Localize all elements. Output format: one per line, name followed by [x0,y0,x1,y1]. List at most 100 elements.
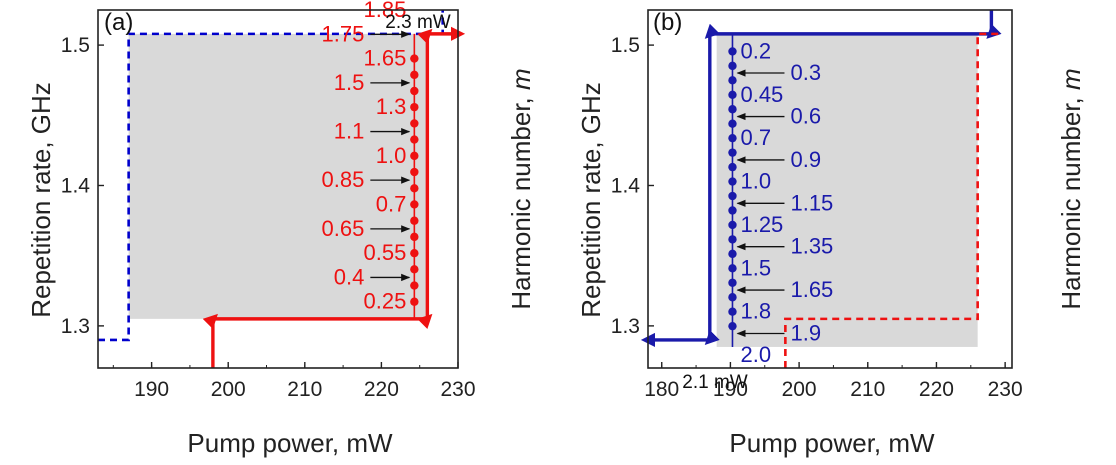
series-line [202,26,466,368]
data-point [410,200,419,209]
data-point [728,90,737,99]
panel-a-ylabel: Repetition rate, GHz [26,82,56,318]
y-tick-label: 1.5 [611,34,640,57]
x-tick-label: 220 [919,378,954,401]
data-point [410,216,419,225]
point-label: 0.25 [364,289,407,314]
point-label: 1.35 [790,234,833,259]
data-point [728,220,737,230]
data-point [728,307,737,316]
point-label: 1.65 [790,277,833,302]
y2-axis-label: Harmonic number, m [1056,68,1086,309]
point-label: 1.75 [322,21,365,46]
plot-frame [97,9,459,369]
point-label: 1.85 [364,0,407,22]
data-point [410,119,419,128]
point-label: 0.3 [790,60,821,85]
point-label: 1.9 [790,320,821,345]
x-tick-label: 230 [988,378,1023,401]
x-tick-label: 200 [782,378,817,401]
chart-panel-a: 0.250.40.550.650.70.851.01.11.31.51.651.… [61,0,536,401]
point-label: 1.25 [740,212,783,237]
series-line [784,32,999,368]
data-point [410,135,419,144]
panel-letter: (a) [104,9,133,36]
data-point [410,232,419,242]
data-point [410,86,419,96]
data-point [728,278,737,287]
point-label: 0.85 [322,167,365,192]
data-point [410,70,419,80]
data-point [728,133,737,143]
data-point [410,297,419,306]
power-annotation: 2.1 mW [682,372,748,393]
point-label: 0.2 [740,38,771,63]
x-tick-label: 190 [134,378,169,401]
point-label: 0.55 [364,240,407,265]
y-tick-label: 1.3 [61,315,90,338]
data-point [728,119,737,128]
point-label: 1.0 [740,169,771,194]
data-point [728,61,737,71]
data-point [410,265,419,274]
x-tick-label: 220 [364,378,399,401]
data-point [410,151,419,161]
data-point [728,148,737,157]
panel-a-xlabel: Pump power, mW [187,428,393,458]
point-label: 0.45 [740,82,783,107]
series-line [640,10,1002,348]
x-tick-label: 230 [440,378,475,401]
data-point [410,281,419,290]
chart-panel-b: 0.2 0.3 0.45 0.6 0.7 0.9 1.0 1.15 1.25 1.35 1.5 1.6… [611,9,1086,401]
x-tick-label: 180 [644,378,679,401]
data-point [728,249,737,259]
plot-frame [647,9,1013,369]
point-label: 0.4 [334,264,365,289]
data-point [410,167,419,177]
data-point [728,177,737,186]
y-tick-label: 1.4 [61,174,91,197]
shaded-region [128,33,428,319]
point-label: 0.6 [790,104,821,129]
data-point [728,76,737,85]
point-label: 1.5 [334,70,365,95]
data-point [728,47,737,56]
point-label: 1.1 [334,119,365,144]
point-label: 2.0 [740,342,771,367]
data-point [728,264,737,273]
point-label: 1.65 [364,46,407,71]
data-point [410,102,419,112]
x-tick-label: 200 [211,378,246,401]
series-line [98,10,444,342]
x-tick-label: 210 [850,378,885,401]
panel-b-ylabel: Repetition rate, GHz [576,82,606,318]
data-point [728,206,737,215]
point-label: 1.15 [790,190,833,215]
y-tick-label: 1.4 [611,174,641,197]
x-tick-label: 190 [713,378,748,401]
panel-letter: (b) [653,9,682,36]
data-point [410,184,419,193]
point-label: 1.0 [376,143,407,168]
point-label: 0.7 [740,125,771,150]
point-label: 0.7 [376,191,407,216]
point-label: 1.3 [376,94,407,119]
data-point [728,191,737,201]
point-label: 1.5 [740,255,771,280]
panel-b-xlabel: Pump power, mW [729,428,935,458]
data-point [728,293,737,302]
point-label: 0.65 [322,216,365,241]
data-point [728,105,737,114]
y2-axis-label: Harmonic number, m [506,68,536,309]
x-tick-label: 210 [287,378,322,401]
data-point [728,321,737,331]
point-label: 1.8 [740,299,771,324]
data-point [728,235,737,244]
y-tick-label: 1.5 [61,34,90,57]
y-tick-label: 1.3 [611,315,640,338]
data-point [728,162,737,172]
data-point [410,54,419,63]
power-annotation: 2.3 mW [385,12,451,33]
point-label: 0.9 [790,147,821,172]
